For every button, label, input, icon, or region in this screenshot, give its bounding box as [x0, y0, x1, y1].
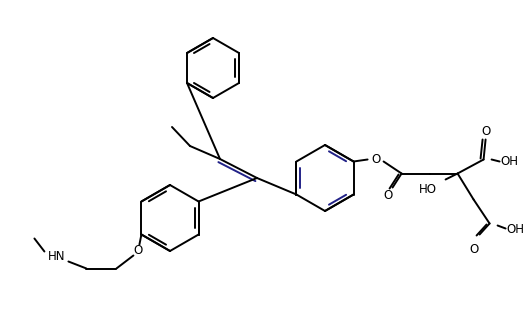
Text: HO: HO [419, 183, 437, 196]
Text: OH: OH [500, 155, 518, 168]
Text: O: O [469, 243, 478, 256]
Text: O: O [481, 125, 490, 138]
Text: O: O [371, 153, 380, 166]
Text: OH: OH [507, 223, 525, 236]
Text: O: O [383, 189, 392, 202]
Text: O: O [134, 244, 143, 257]
Text: HN: HN [48, 250, 65, 263]
